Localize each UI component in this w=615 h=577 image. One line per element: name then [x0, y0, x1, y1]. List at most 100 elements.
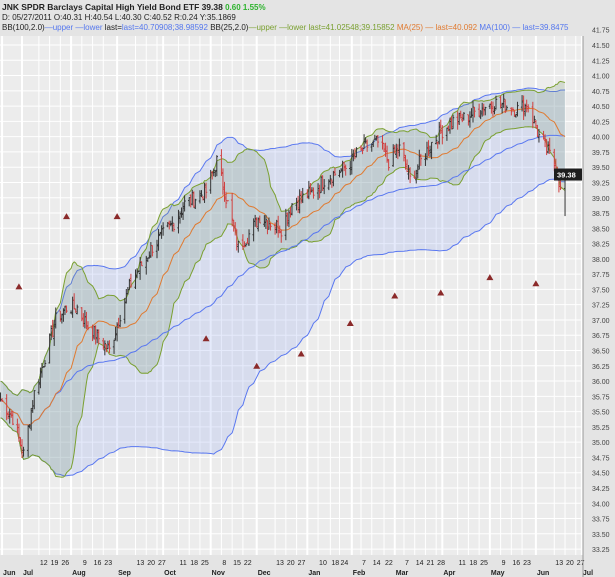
x-tick-label-month: Oct: [164, 570, 176, 577]
x-tick-label: 13: [276, 560, 284, 567]
y-tick-label: 34.50: [592, 471, 610, 478]
x-tick-label: 18: [469, 560, 477, 567]
y-tick-label: 34.75: [592, 455, 610, 462]
dividend-marker: [297, 350, 305, 357]
y-tick-label: 38.00: [592, 257, 610, 264]
y-tick-label: 35.25: [592, 425, 610, 432]
x-tick-label: 8: [222, 560, 226, 567]
x-tick-label: 12: [40, 560, 48, 567]
last-price: 39.38: [201, 2, 223, 12]
x-tick-label-month: May: [491, 570, 505, 577]
y-tick-label: 33.75: [592, 517, 610, 524]
x-tick-label: 27: [158, 560, 166, 567]
bb100-fill: [0, 88, 566, 476]
dividend-marker: [113, 213, 121, 220]
y-tick-label: 40.50: [592, 104, 610, 111]
bb25-upper: [0, 80, 566, 397]
y-tick-label: 39.75: [592, 150, 610, 157]
y-tick-label: 35.00: [592, 440, 610, 447]
y-tick-label: 38.75: [592, 211, 610, 218]
x-tick-label: 22: [244, 560, 252, 567]
x-tick-label: 9: [502, 560, 506, 567]
x-tick-label: 28: [437, 560, 445, 567]
x-tick-label-month: Sep: [118, 570, 131, 577]
x-tick-label-month: Jul: [583, 570, 593, 577]
x-tick-label: 14: [373, 560, 381, 567]
x-tick-label: 11: [459, 560, 466, 567]
y-tick-label: 40.25: [592, 119, 610, 126]
y-tick-label: 37.75: [592, 272, 610, 279]
x-tick-label: 27: [298, 560, 306, 567]
bb25-fill: [0, 81, 566, 478]
last-price-tag: [554, 168, 582, 181]
change-pct: 1.55%: [242, 3, 266, 12]
x-tick-label: 14: [416, 560, 424, 567]
dividend-marker: [15, 283, 23, 290]
x-tick-label: 20: [147, 560, 155, 567]
x-tick-label: 16: [512, 560, 520, 567]
y-tick-label: 36.75: [592, 333, 610, 340]
last-price-tag-label: 39.38: [557, 171, 576, 180]
x-tick-label: 16: [94, 560, 102, 567]
y-tick-label: 35.50: [592, 410, 610, 417]
x-tick-label: 7: [362, 560, 366, 567]
ohlc-readout: D: 05/27/2011 O:40.31 H:40.54 L:40.30 C:…: [2, 13, 236, 22]
x-tick-label: 20: [287, 560, 295, 567]
y-tick-label: 35.75: [592, 394, 610, 401]
x-tick-label: 25: [201, 560, 209, 567]
x-tick-label: 9: [83, 560, 87, 567]
x-tick-label: 20: [566, 560, 574, 567]
x-tick-label: 11: [179, 560, 186, 567]
ma100-line: [0, 134, 566, 426]
x-tick-label-month: Apr: [443, 570, 455, 577]
x-tick-label-month: Feb: [353, 570, 365, 577]
dividend-marker: [391, 292, 399, 299]
x-tick-label: 7: [405, 560, 409, 567]
dividend-marker: [532, 280, 540, 287]
security-name: SPDR Barclays Capital High Yield Bond ET…: [21, 2, 200, 12]
y-tick-label: 38.25: [592, 242, 610, 249]
dividend-marker: [62, 213, 70, 220]
x-tick-label: 24: [341, 560, 349, 567]
dividend-marker: [202, 335, 210, 342]
x-tick-label-month: Jan: [308, 570, 320, 577]
x-tick-label-month: Aug: [72, 570, 86, 577]
chart-header: JNK SPDR Barclays Capital High Yield Bon…: [2, 2, 569, 33]
y-tick-label: 38.50: [592, 226, 610, 233]
x-tick-label: 18: [331, 560, 339, 567]
y-tick-label: 33.50: [592, 532, 610, 539]
x-tick-label: 22: [385, 560, 393, 567]
dividend-marker: [437, 289, 445, 296]
x-tick-label-month: Dec: [258, 570, 271, 577]
x-tick-label: 23: [104, 560, 112, 567]
y-tick-label: 37.00: [592, 318, 610, 325]
y-tick-label: 34.25: [592, 486, 610, 493]
bb25-lower: [0, 126, 566, 478]
change: 0.60: [225, 3, 241, 12]
x-tick-label: 21: [426, 560, 434, 567]
y-tick-label: 41.75: [592, 28, 610, 35]
x-tick-label: 25: [480, 560, 488, 567]
x-tick-label-month: Mar: [396, 570, 409, 577]
x-tick-label: 18: [190, 560, 198, 567]
x-tick-label: 23: [523, 560, 531, 567]
y-tick-label: 36.50: [592, 349, 610, 356]
y-tick-label: 41.50: [592, 43, 610, 50]
x-tick-label-month: Jun: [537, 570, 549, 577]
x-tick-label-month: Jul: [23, 570, 33, 577]
y-tick-label: 37.25: [592, 303, 610, 310]
dividend-marker: [253, 362, 261, 369]
x-tick-label: 26: [61, 560, 69, 567]
y-tick-label: 36.00: [592, 379, 610, 386]
y-tick-label: 39.25: [592, 180, 610, 187]
x-tick-label-month: Jun: [3, 570, 15, 577]
dividend-marker: [346, 320, 354, 327]
indicator-legend: BB(100,2.0)—upper —lower last=last=40.70…: [2, 23, 569, 32]
x-tick-label: 15: [233, 560, 241, 567]
y-tick-label: 41.25: [592, 58, 610, 65]
y-tick-label: 36.25: [592, 364, 610, 371]
y-tick-label: 39.50: [592, 165, 610, 172]
y-tick-label: 37.50: [592, 287, 610, 294]
x-tick-label-month: Nov: [212, 570, 225, 577]
